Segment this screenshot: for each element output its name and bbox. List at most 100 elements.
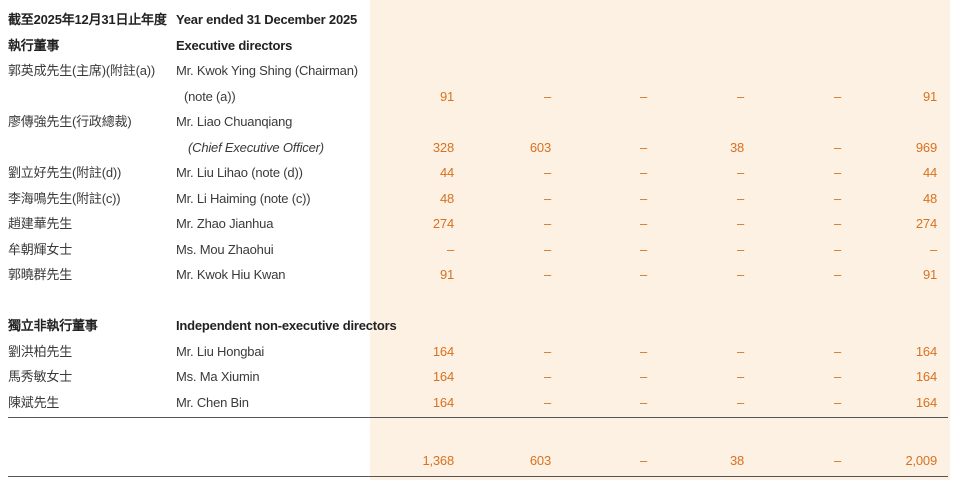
value-cell: – [833,140,841,155]
value-cell: – [736,395,744,410]
table-row: 趙建華先生 Mr. Zhao Jianhua 274 – – – – 274 [0,213,960,235]
value-cell: – [639,267,647,282]
table-row: 陳斌先生 Mr. Chen Bin 164 – – – – 164 [0,392,960,414]
name-en: Mr. Li Haiming (note (c)) [176,191,311,206]
table-row-continuation: (Chief Executive Officer) 328 603 – 38 –… [0,137,960,159]
total-cell: 1,368 [422,453,454,468]
name-en-note: (note (a)) [184,89,236,104]
value-cell: – [736,89,744,104]
value-cell: – [736,267,744,282]
value-cell: – [543,216,551,231]
table-row: 劉洪柏先生 Mr. Liu Hongbai 164 – – – – 164 [0,341,960,363]
name-en: Mr. Kwok Ying Shing (Chairman) [176,63,358,78]
highlight-column-band [370,0,950,480]
value-cell: 38 [729,140,744,155]
value-cell: 91 [922,267,937,282]
value-cell: – [833,395,841,410]
value-cell: – [543,267,551,282]
name-zh: 馬秀敏女士 [8,369,73,384]
value-cell: – [639,140,647,155]
name-en: Mr. Chen Bin [176,395,249,410]
name-zh: 牟朝輝女士 [8,242,73,257]
value-cell: – [543,89,551,104]
table-header-row: 截至2025年12月31日止年度 Year ended 31 December … [0,9,960,31]
value-cell: – [543,191,551,206]
value-cell: 44 [922,165,937,180]
name-en: Mr. Liu Lihao (note (d)) [176,165,303,180]
section-heading-executive: 執行董事 Executive directors [0,35,960,57]
value-cell: – [929,242,937,257]
name-en: Mr. Kwok Hiu Kwan [176,267,286,282]
table-row-continuation: (note (a)) 91 – – – – 91 [0,86,960,108]
value-cell: 91 [439,89,454,104]
value-cell: – [543,369,551,384]
name-zh: 郭曉群先生 [8,267,73,282]
value-cell: – [639,242,647,257]
value-cell: – [833,242,841,257]
table-row: 郭英成先生(主席)(附註(a)) Mr. Kwok Ying Shing (Ch… [0,60,960,82]
name-zh: 李海鳴先生(附註(c)) [8,191,121,206]
name-en: Mr. Zhao Jianhua [176,216,274,231]
total-cell: 38 [729,453,744,468]
value-cell: 328 [432,140,454,155]
header-en: Year ended 31 December 2025 [176,12,358,27]
value-cell: – [736,165,744,180]
name-zh: 趙建華先生 [8,216,73,231]
subtotal-rule [8,417,948,418]
value-cell: – [639,216,647,231]
table-row: 馬秀敏女士 Ms. Ma Xiumin 164 – – – – 164 [0,366,960,388]
section-en: Independent non-executive directors [176,318,397,333]
table-row: 郭曉群先生 Mr. Kwok Hiu Kwan 91 – – – – 91 [0,264,960,286]
value-cell: – [543,395,551,410]
section-heading-independent: 獨立非執行董事 Independent non-executive direct… [0,315,960,337]
name-zh: 劉洪柏先生 [8,344,73,359]
table-row: 劉立好先生(附註(d)) Mr. Liu Lihao (note (d)) 44… [0,162,960,184]
value-cell: – [833,191,841,206]
name-en: Ms. Ma Xiumin [176,369,260,384]
name-zh: 廖傳強先生(行政總裁) [8,114,132,129]
name-en: Ms. Mou Zhaohui [176,242,274,257]
value-cell: – [639,89,647,104]
value-cell: 164 [432,344,454,359]
value-cell: – [736,242,744,257]
value-cell: 164 [432,369,454,384]
value-cell: – [833,267,841,282]
header-zh: 截至2025年12月31日止年度 [8,12,167,27]
value-cell: 274 [915,216,937,231]
value-cell: 164 [915,344,937,359]
value-cell: 44 [439,165,454,180]
value-cell: – [446,242,454,257]
value-cell: 274 [432,216,454,231]
value-cell: 164 [915,369,937,384]
value-cell: – [736,191,744,206]
value-cell: – [639,344,647,359]
name-zh: 劉立好先生(附註(d)) [8,165,122,180]
name-en-title: (Chief Executive Officer) [188,140,324,155]
name-zh: 郭英成先生(主席)(附註(a)) [8,63,156,78]
value-cell: 48 [922,191,937,206]
table-row: 牟朝輝女士 Ms. Mou Zhaohui – – – – – – [0,239,960,261]
value-cell: – [833,165,841,180]
value-cell: – [543,242,551,257]
table-row: 李海鳴先生(附註(c)) Mr. Li Haiming (note (c)) 4… [0,188,960,210]
value-cell: 603 [529,140,551,155]
value-cell: – [639,395,647,410]
name-en: Mr. Liao Chuanqiang [176,114,293,129]
value-cell: – [543,344,551,359]
value-cell: – [639,369,647,384]
value-cell: – [833,369,841,384]
value-cell: – [543,165,551,180]
total-cell: 603 [529,453,551,468]
value-cell: – [639,165,647,180]
section-zh: 執行董事 [8,38,60,53]
value-cell: – [736,216,744,231]
value-cell: – [736,344,744,359]
total-cell: – [833,453,841,468]
section-en: Executive directors [176,38,293,53]
value-cell: 91 [439,267,454,282]
value-cell: – [833,344,841,359]
totals-row: 1,368 603 – 38 – 2,009 [0,450,960,472]
value-cell: – [639,191,647,206]
value-cell: – [736,369,744,384]
section-zh: 獨立非執行董事 [8,318,98,333]
